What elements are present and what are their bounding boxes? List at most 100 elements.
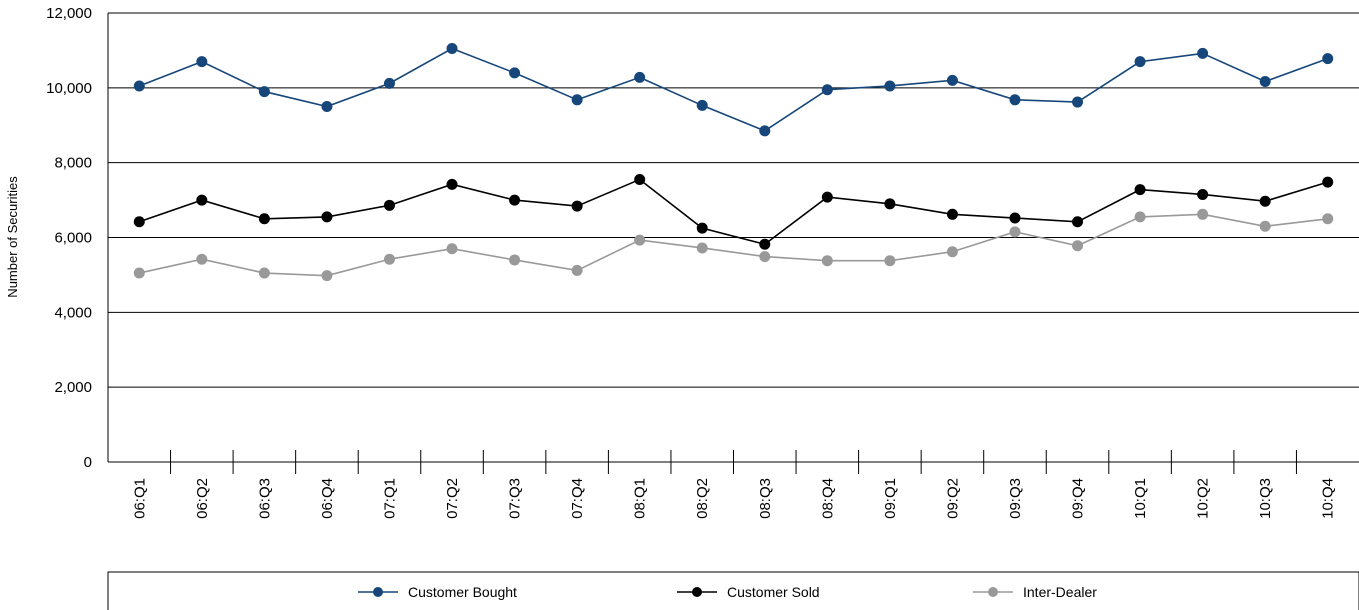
y-tick-label: 8,000: [54, 155, 92, 172]
data-point: [1197, 208, 1209, 220]
data-point: [1259, 75, 1271, 87]
x-tick-label: 07:Q1: [381, 478, 398, 519]
data-point: [1322, 213, 1334, 225]
x-tick-label: 07:Q3: [507, 478, 524, 519]
data-point: [321, 270, 333, 282]
data-point: [946, 74, 958, 86]
legend-label: Customer Bought: [408, 584, 517, 600]
data-point: [196, 56, 208, 68]
data-point: [1197, 188, 1209, 200]
gridlines: [108, 12, 1359, 463]
data-point: [759, 238, 771, 250]
data-point: [383, 253, 395, 265]
x-axis: 06:Q1 06:Q2 06:Q3 06:Q4 07:Q1 07:Q2 07:Q3 07:Q4…: [131, 450, 1337, 519]
x-tick-label: 10:Q1: [1132, 478, 1149, 519]
data-point: [1072, 96, 1084, 108]
legend-marker: [988, 587, 998, 597]
x-tick-label: 09:Q2: [944, 478, 961, 519]
legend: Customer Bought Customer Sold Inter-Dealer: [107, 571, 1359, 610]
data-point: [1072, 216, 1084, 228]
data-point: [696, 222, 708, 234]
y-tick-label: 4,000: [54, 304, 92, 321]
data-point: [321, 211, 333, 223]
data-point: [1072, 240, 1084, 252]
y-axis-title: Number of Securities: [5, 176, 20, 298]
data-point: [258, 267, 270, 279]
data-point: [133, 216, 145, 228]
data-point: [1322, 176, 1334, 188]
data-point: [1134, 56, 1146, 68]
data-point: [196, 253, 208, 265]
x-tick-label: 06:Q3: [256, 478, 273, 519]
data-point: [133, 80, 145, 92]
data-point: [884, 255, 896, 267]
y-tick-label: 12,000: [46, 5, 92, 22]
data-point: [821, 255, 833, 267]
x-tick-label: 09:Q4: [1070, 478, 1087, 519]
x-tick-label: 07:Q2: [444, 478, 461, 519]
x-tick-label: 10:Q2: [1195, 478, 1212, 519]
data-point: [1259, 195, 1271, 207]
data-point: [634, 174, 646, 186]
x-tick-label: 09:Q1: [882, 478, 899, 519]
data-point: [884, 80, 896, 92]
data-point: [383, 77, 395, 89]
x-tick-label: 10:Q4: [1320, 478, 1337, 519]
data-point: [1322, 53, 1334, 65]
data-point: [1134, 184, 1146, 196]
x-tick-label: 09:Q3: [1007, 478, 1024, 519]
data-point: [446, 178, 458, 190]
data-point: [383, 199, 395, 211]
series-inter-dealer: [133, 208, 1334, 282]
x-tick-label: 06:Q4: [319, 478, 336, 519]
data-point: [258, 86, 270, 98]
x-tick-label: 10:Q3: [1257, 478, 1274, 519]
data-point: [321, 101, 333, 113]
data-point: [634, 71, 646, 83]
data-point: [759, 125, 771, 137]
data-point: [946, 208, 958, 220]
data-point: [571, 94, 583, 106]
data-point: [258, 213, 270, 225]
legend-box: [107, 571, 1359, 610]
data-point: [133, 267, 145, 279]
x-tick-label: 07:Q4: [569, 478, 586, 519]
x-tick-label: 08:Q4: [819, 478, 836, 519]
legend-marker: [373, 587, 383, 597]
legend-label: Inter-Dealer: [1023, 584, 1097, 600]
data-point: [196, 194, 208, 206]
data-point: [884, 198, 896, 210]
x-tick-label: 08:Q1: [632, 478, 649, 519]
data-point: [571, 200, 583, 212]
x-tick-label: 08:Q2: [694, 478, 711, 519]
data-point: [696, 242, 708, 254]
data-point: [509, 254, 521, 266]
data-point: [446, 43, 458, 55]
y-tick-label: 6,000: [54, 230, 92, 247]
y-axis: 0 2,000 4,000 6,000 8,000 10,000 12,000: [46, 5, 109, 471]
legend-label: Customer Sold: [727, 584, 820, 600]
series-customer-bought: [133, 43, 1334, 137]
data-point: [1009, 212, 1021, 224]
data-point: [1009, 94, 1021, 106]
y-tick-label: 2,000: [54, 379, 92, 396]
series-line: [138, 47, 1328, 132]
series-line: [139, 213, 1328, 277]
data-point: [509, 194, 521, 206]
series-line: [139, 178, 1328, 246]
data-point: [1009, 226, 1021, 238]
data-point: [571, 264, 583, 276]
data-point: [696, 99, 708, 111]
data-point: [1134, 211, 1146, 223]
x-tick-label: 06:Q2: [194, 478, 211, 519]
data-point: [821, 191, 833, 203]
y-tick-label: 10,000: [46, 80, 92, 97]
data-point: [446, 243, 458, 255]
data-point: [759, 251, 771, 263]
x-tick-label: 06:Q1: [131, 478, 148, 519]
y-tick-label: 0: [84, 454, 92, 471]
data-point: [509, 67, 521, 79]
series-lines: [133, 43, 1334, 282]
data-point: [1197, 47, 1209, 59]
data-point: [634, 234, 646, 246]
